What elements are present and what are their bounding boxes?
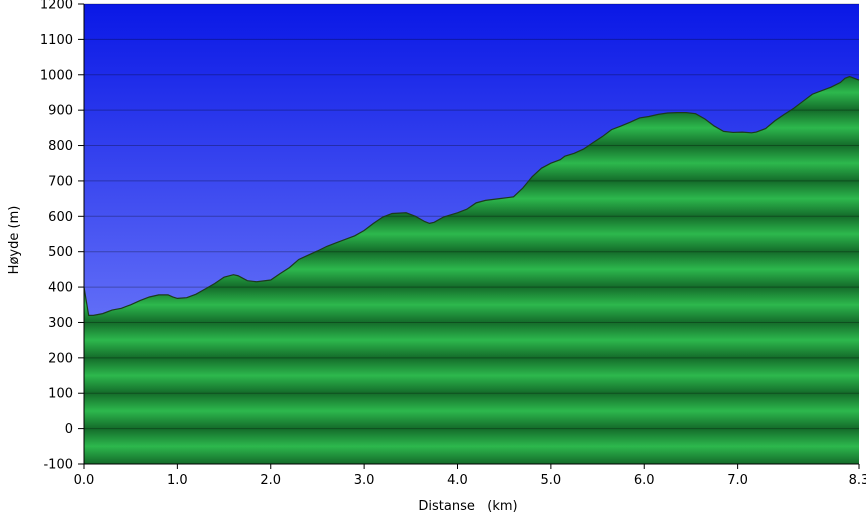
y-tick-label: 800 (48, 139, 73, 154)
x-tick-label: 4.0 (447, 473, 468, 488)
x-axis-title: Distanse (km) (418, 499, 517, 514)
y-axis-title: Høyde (m) (7, 206, 22, 275)
y-tick-label: 400 (48, 281, 73, 296)
x-tick-label: 6.0 (634, 473, 655, 488)
y-tick-label: 900 (48, 104, 73, 119)
y-tick-label: 1200 (40, 0, 73, 13)
y-tick-label: 1000 (40, 68, 73, 83)
y-tick-label: 700 (48, 174, 73, 189)
y-tick-label: 200 (48, 351, 73, 366)
x-tick-label: 7.0 (727, 473, 748, 488)
x-tick-label: 0.0 (74, 473, 95, 488)
elevation-area (84, 76, 859, 464)
y-tick-label: 600 (48, 210, 73, 225)
y-tick-label: 300 (48, 316, 73, 331)
y-tick-label: -100 (43, 458, 73, 473)
x-axis: 0.0 1.0 2.0 3.0 4.0 5.0 6.0 7.0 8.3 (74, 463, 866, 488)
x-tick-label: 8.3 (849, 473, 866, 488)
x-tick-label: 1.0 (167, 473, 188, 488)
y-tick-label: 100 (48, 387, 73, 402)
y-tick-label: 0 (65, 422, 73, 437)
y-tick-label: 1100 (40, 33, 73, 48)
x-tick-label: 5.0 (541, 473, 562, 488)
y-tick-label: 500 (48, 245, 73, 260)
y-axis: -100 0 100 200 300 400 500 600 700 800 900 1000 1100… (40, 0, 85, 473)
x-tick-label: 3.0 (354, 473, 375, 488)
elevation-line (83, 75, 860, 316)
x-tick-label: 2.0 (260, 473, 281, 488)
